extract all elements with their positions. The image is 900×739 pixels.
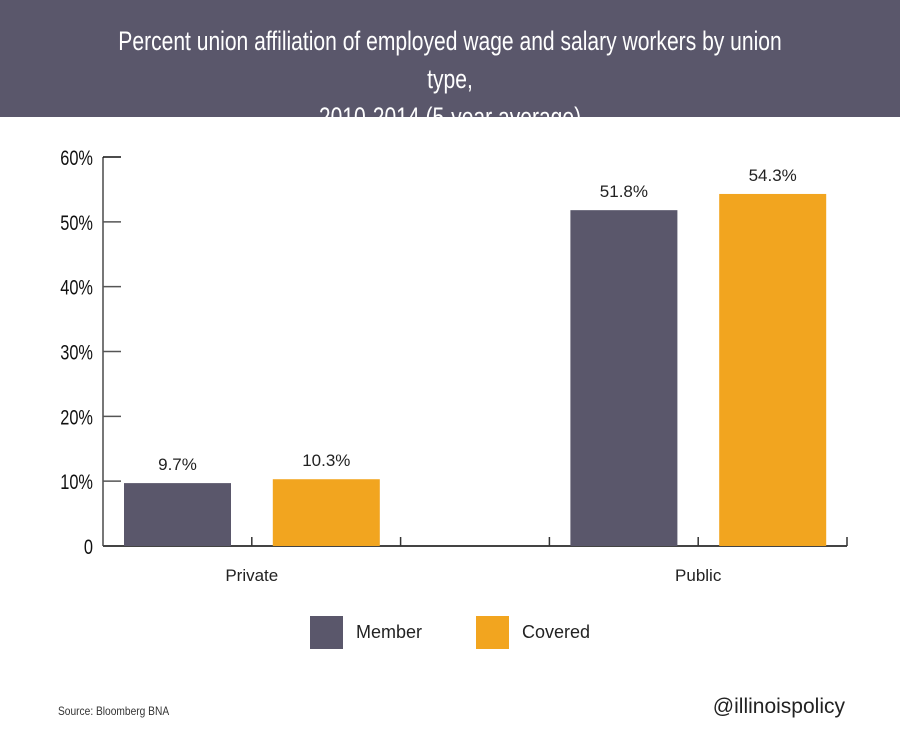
y-tick-label-20: 20%	[60, 405, 93, 428]
social-handle: @illinoispolicy	[712, 695, 845, 718]
data-label-member-private: 9.7%	[158, 455, 197, 474]
category-label-public: Public	[675, 566, 722, 585]
chart-title-line-2: 2010-2014 (5-year average)	[318, 102, 582, 132]
data-label-covered-private: 10.3%	[302, 451, 350, 470]
y-tick-label-60: 60%	[60, 146, 93, 169]
legend-swatch-covered	[476, 616, 509, 649]
source-note: Source: Bloomberg BNA	[58, 704, 170, 718]
bar-covered-public	[719, 193, 827, 546]
y-tick-label-40: 40%	[60, 276, 93, 299]
y-tick-label-0: 0	[84, 535, 93, 558]
chart-title: Percent union affiliation of employed wa…	[99, 22, 801, 136]
legend: Member Covered	[0, 616, 900, 652]
chart-header: Percent union affiliation of employed wa…	[0, 0, 900, 132]
y-tick-label-50: 50%	[60, 211, 93, 234]
y-tick-label-10: 10%	[60, 470, 93, 493]
chart-title-line-1: Percent union affiliation of employed wa…	[118, 26, 782, 94]
legend-swatch-member	[310, 616, 343, 649]
legend-label-covered: Covered	[522, 622, 591, 642]
bar-member-private	[124, 483, 231, 546]
bar-covered-private	[272, 479, 380, 546]
data-label-covered-public: 54.3%	[749, 166, 797, 185]
bar-member-public	[570, 210, 678, 546]
legend-item-member: Member	[310, 616, 422, 649]
legend-label-member: Member	[356, 622, 423, 642]
y-tick-label-30: 30%	[60, 341, 93, 364]
bar-chart: 0 10% 20% 30% 40% 50% 60% 9.7% 10.3% Private 51.8%…	[60, 146, 848, 585]
category-label-private: Private	[225, 566, 278, 585]
data-label-member-public: 51.8%	[600, 182, 648, 201]
legend-item-covered: Covered	[476, 616, 590, 649]
